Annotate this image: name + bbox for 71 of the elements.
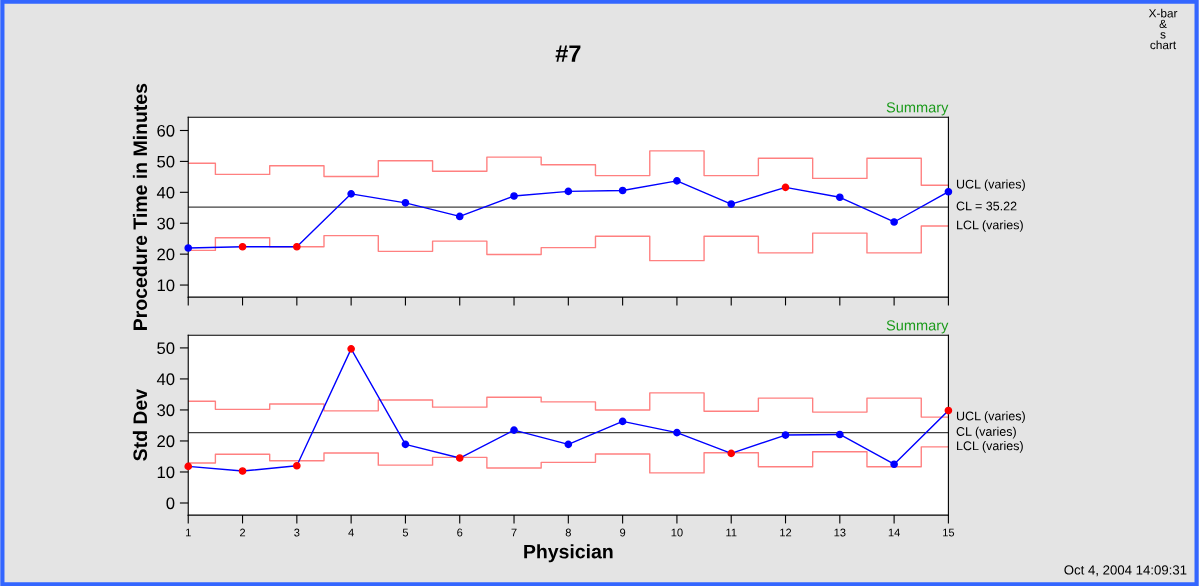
point: [781, 431, 790, 439]
y-tick-label: 30: [157, 217, 175, 230]
point: [890, 218, 898, 226]
x-tick-label: 11: [726, 528, 737, 537]
x-tick-label: 4: [348, 528, 354, 537]
series-label: LCL (varies): [957, 441, 1023, 453]
y-tick-label: 10: [157, 279, 175, 292]
y-axis-title: Procedure Time in Minutes: [132, 83, 148, 330]
point: [835, 430, 844, 439]
point: [293, 461, 301, 470]
point: [347, 345, 355, 353]
x-tick-label: 8: [565, 528, 571, 537]
point: [184, 244, 193, 252]
ref-line-label: CL = 35.22: [956, 201, 1017, 211]
point: [455, 454, 464, 462]
point: [944, 406, 953, 415]
x-tick-label: 10: [671, 528, 683, 537]
point: [944, 187, 953, 196]
point: [727, 449, 736, 458]
point: [510, 426, 518, 434]
point: [835, 193, 844, 202]
text: Oct 4, 2004 14:09:31: [1064, 565, 1187, 577]
point: [184, 462, 193, 471]
y-tick-label: 20: [157, 248, 175, 261]
x-tick-label: 5: [402, 528, 409, 537]
y-tick-label: 50: [157, 342, 175, 355]
x-tick-label: 3: [294, 528, 300, 537]
x-tick-label: 9: [620, 528, 626, 537]
point: [238, 242, 247, 251]
x-tick-label: 6: [457, 528, 463, 537]
point: [781, 183, 790, 192]
y-tick-label: 40: [156, 186, 175, 199]
y-tick-label: 50: [157, 155, 175, 168]
x-tick-label: 1: [186, 528, 191, 537]
x-tick-label: 13: [834, 528, 846, 537]
point: [727, 200, 736, 208]
x-tick-label: 14: [888, 528, 900, 537]
y-tick-label: 10: [157, 466, 175, 479]
point: [618, 186, 627, 195]
x-tick-label: 12: [780, 528, 792, 537]
point: [618, 417, 627, 426]
text: Summary: [886, 102, 949, 116]
y-tick-label: 20: [157, 435, 175, 448]
point: [673, 428, 681, 437]
point: [401, 440, 410, 449]
y-tick-label: 30: [157, 404, 175, 417]
y-tick-label: 60: [157, 124, 175, 137]
y-axis-title: Std Dev: [132, 389, 148, 461]
series-label: UCL (varies): [956, 179, 1025, 192]
x-tick-label: 15: [943, 528, 955, 537]
point: [238, 467, 247, 475]
y-tick-label: 0: [166, 497, 175, 510]
point: [564, 187, 573, 196]
series-label: LCL (varies): [957, 220, 1023, 232]
point: [564, 440, 573, 449]
chart-title: #7: [555, 45, 581, 62]
series-label: UCL (varies): [956, 411, 1025, 423]
y-tick-label: 40: [156, 373, 175, 386]
text: X-bar & s chart: [1148, 8, 1178, 50]
point: [293, 242, 301, 251]
x-tick-label: 2: [240, 528, 246, 537]
point: [673, 177, 681, 185]
x-axis-title: Physician: [524, 544, 613, 563]
x-tick-label: 7: [511, 528, 517, 537]
point: [347, 190, 355, 198]
point: [401, 199, 410, 207]
point: [455, 212, 464, 221]
text: Summary: [886, 320, 949, 334]
point: [510, 192, 518, 200]
point: [890, 460, 898, 469]
series-label: CL (varies): [956, 426, 1016, 439]
